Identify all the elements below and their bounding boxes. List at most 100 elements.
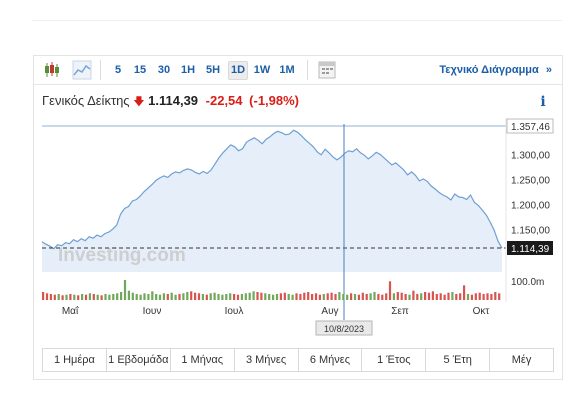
interval-15[interactable]: 15 [133, 64, 147, 76]
volume-bar [143, 293, 146, 300]
volume-bar [182, 293, 185, 300]
volume-bar [197, 293, 201, 300]
volume-bar [131, 292, 134, 300]
volume-bar [166, 294, 169, 300]
volume-bar [435, 294, 438, 300]
last-value-label: 1.114,39 [511, 244, 550, 255]
period-max[interactable]: Μέγ [511, 354, 532, 366]
candlestick-icon[interactable] [42, 60, 62, 80]
price-change: -22,54 [205, 93, 243, 108]
volume-bar [490, 294, 493, 300]
x-axis-labels: Μαΐ Ιουν Ιουλ Αυγ Σεπ Οκτ [62, 305, 490, 317]
volume-bar [104, 294, 107, 300]
chart-widget: 5 15 30 1H 5H 1D 1W 1M Τεχνικό Διάγραμμα… [33, 55, 563, 380]
volume-bar [416, 294, 419, 300]
volume-bar [217, 294, 220, 300]
interval-5[interactable]: 5 [114, 64, 122, 76]
volume-bar [201, 294, 204, 300]
volume-bar [264, 293, 267, 300]
volume-bar [455, 294, 458, 300]
volume-bar [412, 290, 415, 300]
volume-bar [330, 292, 333, 300]
volume-bar [299, 294, 302, 300]
volume-bar [373, 292, 376, 300]
volume-bar [135, 294, 138, 300]
period-1-week[interactable]: 1 Εβδομάδα [107, 349, 171, 371]
volume-bar [225, 294, 228, 300]
volume-bar [162, 293, 165, 300]
top-divider [32, 20, 562, 21]
technical-chart-link[interactable]: Τεχνικό Διάγραμμα » [439, 64, 552, 76]
area-chart-icon[interactable] [72, 60, 92, 80]
volume-bar [463, 285, 466, 300]
volume-bar [424, 292, 427, 300]
index-name: Γενικός Δείκτης [42, 93, 130, 108]
volume-bar [240, 294, 243, 300]
volume-bar [486, 293, 489, 300]
volume-bar [92, 294, 95, 300]
volume-bar [174, 294, 177, 300]
period-1-year[interactable]: 1 Έτος [362, 349, 427, 371]
volume-bar [291, 294, 294, 300]
volume-bar [311, 294, 314, 300]
price-change-percent: (-1,98%) [249, 93, 300, 108]
volume-bar [151, 291, 154, 300]
volume-bar [318, 294, 321, 300]
volume-bar [53, 294, 56, 300]
volume-bar [100, 295, 103, 300]
period-6-months[interactable]: 6 Μήνες [299, 349, 363, 371]
volume-bar [307, 292, 310, 300]
interval-5h[interactable]: 5H [205, 64, 221, 76]
volume-bar [346, 294, 349, 300]
interval-30[interactable]: 30 [157, 64, 171, 76]
volume-bar [229, 293, 232, 300]
volume-bars [42, 280, 501, 300]
period-3-months[interactable]: 3 Μήνες [235, 349, 299, 371]
interval-1w[interactable]: 1W [253, 64, 271, 76]
volume-bar [392, 293, 395, 300]
x-axis-label: Οκτ [473, 306, 490, 317]
volume-bar [73, 294, 76, 300]
volume-bar [408, 294, 411, 300]
volume-bar [84, 294, 88, 300]
volume-bar [123, 280, 127, 300]
volume-bar [470, 294, 473, 300]
volume-bar [287, 294, 290, 300]
volume-bar [155, 294, 158, 300]
volume-bar [275, 294, 279, 300]
volume-bar [388, 281, 392, 300]
info-icon[interactable]: i [540, 94, 546, 110]
volume-bar [96, 294, 99, 300]
y-tick-label: 1.250,00 [511, 175, 550, 186]
volume-bar [474, 293, 477, 300]
volume-bar [61, 295, 64, 300]
volume-bar [420, 293, 423, 300]
volume-bar [326, 293, 329, 300]
volume-bar [252, 291, 255, 300]
x-axis-label: Ιουν [143, 306, 162, 317]
volume-bar [353, 294, 357, 300]
x-axis-label: Αυγ [321, 306, 338, 317]
x-axis-label: Μαΐ [62, 305, 79, 317]
volume-bar [279, 293, 282, 300]
interval-1h[interactable]: 1H [180, 64, 196, 76]
volume-bar [334, 294, 337, 300]
volume-bar [439, 293, 442, 300]
crosshair-date-box [315, 320, 373, 336]
volume-bar [498, 293, 501, 300]
interval-1m[interactable]: 1M [279, 64, 295, 76]
period-1-month[interactable]: 1 Μήνας [171, 349, 235, 371]
volume-bar [158, 294, 162, 300]
x-axis-label: Σεπ [391, 306, 409, 317]
volume-bar [404, 294, 407, 300]
period-1-day[interactable]: 1 Ημέρα [43, 349, 107, 371]
x-axis-label: Ιουλ [225, 306, 244, 317]
period-5-years[interactable]: 5 Έτη [426, 349, 491, 371]
high-value-label: 1.357,46 [511, 122, 550, 133]
price-chart[interactable]: Investing.com 1.300,001.250,001.200,001.… [34, 56, 562, 346]
interval-1d[interactable]: 1D [228, 61, 248, 80]
y-tick-label: 1.200,00 [511, 201, 550, 212]
calendar-icon[interactable] [317, 60, 337, 80]
last-price: 1.114,39 [148, 93, 199, 108]
volume-bar [49, 294, 52, 300]
